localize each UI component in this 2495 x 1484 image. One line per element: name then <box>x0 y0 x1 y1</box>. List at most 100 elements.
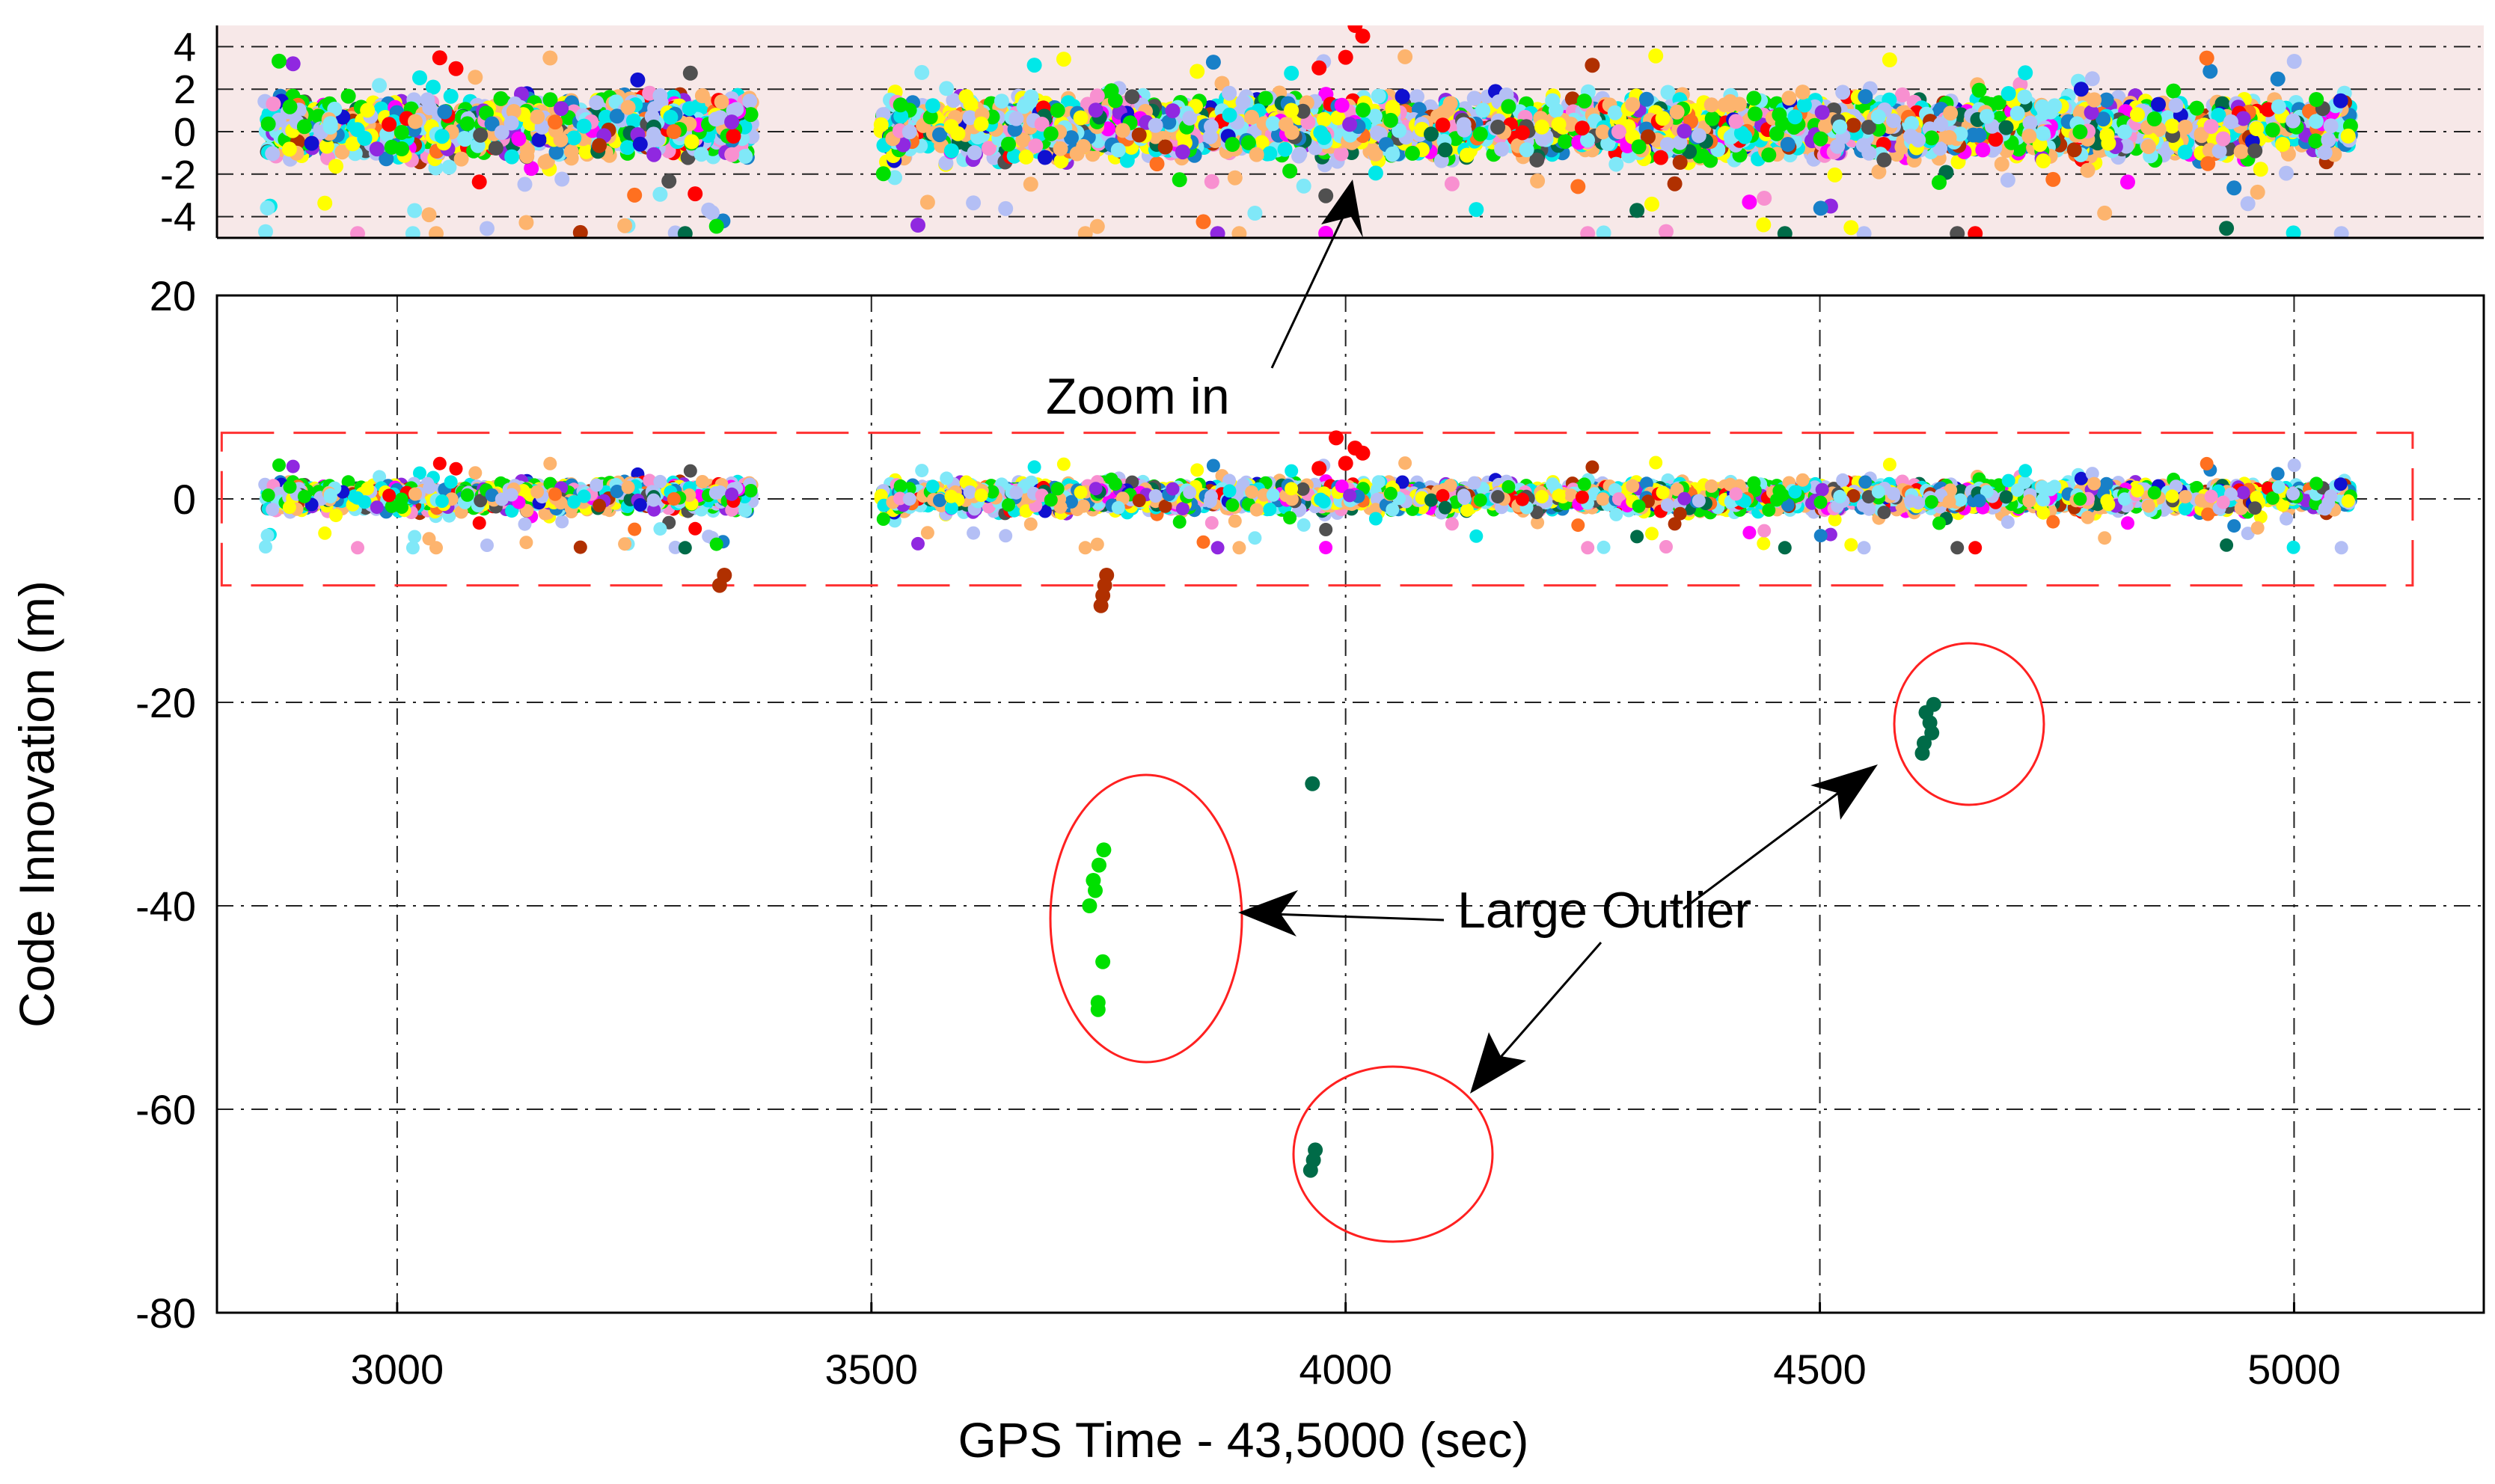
inset-data-point <box>563 144 579 159</box>
inset-data-point <box>1196 214 1211 230</box>
inset-data-point <box>1580 226 1596 238</box>
inset-data-point <box>2219 221 2235 236</box>
inset-data-point <box>910 218 925 233</box>
inset-data-point <box>1856 226 1872 238</box>
inset-data-point <box>1933 117 1949 132</box>
inset-data-point <box>738 149 753 164</box>
inset-data-point <box>1089 88 1105 104</box>
inset-data-point <box>632 136 648 152</box>
inset-data-point <box>2151 96 2166 112</box>
inset-data-point <box>2012 76 2028 92</box>
inset-data-point <box>2098 92 2114 108</box>
inset-data-point <box>1077 226 1093 238</box>
inset-data-point <box>2080 162 2096 178</box>
inset-data-point <box>405 226 420 238</box>
inset-data-point <box>260 200 275 215</box>
inset-data-point <box>1932 141 1948 156</box>
inset-data-point <box>1292 147 1308 162</box>
inset-data-point <box>1204 174 1219 189</box>
inset-data-point <box>572 224 588 238</box>
inset-data-point <box>524 161 539 177</box>
inset-data-point <box>2177 144 2193 160</box>
inset-data-point <box>578 144 594 159</box>
inset-data-point <box>2250 184 2265 200</box>
inset-data-point <box>1210 226 1225 238</box>
inset-data-point <box>1222 85 1237 101</box>
inset-data-point <box>511 131 527 147</box>
inset-data-point <box>1190 64 1205 79</box>
inset-panel: 420-2-4 <box>160 25 2484 240</box>
inset-data-point <box>609 108 625 124</box>
inset-data-point <box>1424 126 1439 142</box>
inset-data-point <box>265 146 281 162</box>
inset-data-point <box>1258 91 1273 106</box>
inset-data-point <box>1813 200 1828 216</box>
inset-data-point <box>938 155 954 171</box>
inset-data-point <box>1629 203 1645 218</box>
inset-data-point <box>493 91 509 106</box>
inset-data-point <box>2096 111 2111 127</box>
inset-data-point <box>1747 106 1763 122</box>
inset-data-point <box>1318 188 1334 203</box>
inset-data-point <box>1669 104 1685 120</box>
inset-data-point <box>443 88 459 104</box>
inset-data-point <box>426 79 441 95</box>
inset-data-point <box>592 138 607 153</box>
inset-data-point <box>1494 141 1510 157</box>
inset-data-point <box>434 129 450 144</box>
inset-data-point <box>1227 170 1243 186</box>
inset-data-point <box>1843 220 1859 236</box>
inset-data-point <box>328 159 343 174</box>
inset-data-point <box>441 159 457 175</box>
inset-data-point <box>946 93 961 108</box>
inset-data-point <box>437 104 453 120</box>
inset-data-point <box>2035 126 2051 141</box>
inset-data-point <box>1006 148 1022 164</box>
inset-data-point <box>317 195 333 211</box>
inset-data-point <box>1991 95 2006 111</box>
inset-data-point <box>1858 89 1873 105</box>
inset-data-point <box>1023 177 1038 192</box>
inset-data-point <box>1405 145 1420 161</box>
inset-data-point <box>1882 52 1897 67</box>
inset-data-point <box>2333 226 2349 238</box>
inset-data-point <box>281 141 297 157</box>
inset-data-point <box>1950 226 1965 238</box>
inset-data-point <box>471 174 487 190</box>
inset-data-point <box>694 147 709 162</box>
inset-data-point <box>349 122 365 138</box>
inset-data-point <box>1069 146 1085 162</box>
inset-data-point <box>914 64 930 80</box>
inset-data-point <box>1056 52 1071 67</box>
inset-data-point <box>1231 226 1247 238</box>
inset-data-point <box>2000 172 2015 188</box>
inset-data-point <box>2189 100 2205 116</box>
inset-data-point <box>1318 225 1334 238</box>
inset-data-point <box>537 154 553 170</box>
inset-data-point <box>598 109 613 125</box>
inset-data-point <box>282 99 298 114</box>
inset-data-point <box>266 96 281 111</box>
inset-data-point <box>2101 135 2116 151</box>
inset-data-point <box>2270 71 2286 87</box>
inset-data-point <box>2240 196 2256 212</box>
inset-data-point <box>457 132 473 147</box>
inset-data-point <box>2226 180 2242 196</box>
inset-data-point <box>1580 132 1595 148</box>
inset-data-point <box>724 114 740 130</box>
inset-data-point <box>2211 108 2226 123</box>
inset-data-point <box>258 224 273 238</box>
inset-data-point <box>1026 58 1042 73</box>
inset-data-point <box>2233 144 2249 159</box>
inset-data-point <box>2036 153 2051 169</box>
inset-data-point <box>2286 225 2301 238</box>
inset-data-point <box>480 221 495 236</box>
inset-data-point <box>627 187 643 203</box>
inset-data-point <box>922 109 938 125</box>
inset-data-point <box>1564 91 1580 107</box>
inset-data-point <box>1781 91 1797 106</box>
inset-data-point <box>350 226 365 238</box>
inset-data-point <box>1368 146 1383 162</box>
inset-data-point <box>2202 64 2218 79</box>
inset-data-point <box>422 100 438 116</box>
